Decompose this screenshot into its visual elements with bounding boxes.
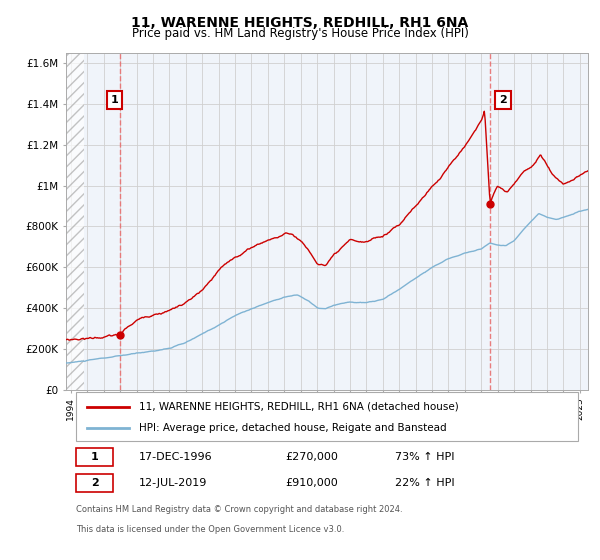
Text: Contains HM Land Registry data © Crown copyright and database right 2024.: Contains HM Land Registry data © Crown c…: [76, 505, 403, 514]
FancyBboxPatch shape: [76, 474, 113, 492]
Text: 1: 1: [91, 452, 98, 462]
Text: 17-DEC-1996: 17-DEC-1996: [139, 452, 213, 462]
Text: 12-JUL-2019: 12-JUL-2019: [139, 478, 208, 488]
Bar: [66, 53, 84, 390]
FancyBboxPatch shape: [76, 392, 578, 441]
Text: 73% ↑ HPI: 73% ↑ HPI: [395, 452, 454, 462]
Text: 1: 1: [111, 95, 118, 105]
Text: Price paid vs. HM Land Registry's House Price Index (HPI): Price paid vs. HM Land Registry's House …: [131, 27, 469, 40]
Text: 2: 2: [91, 478, 98, 488]
Text: 22% ↑ HPI: 22% ↑ HPI: [395, 478, 454, 488]
Text: 2: 2: [499, 95, 507, 105]
Text: £910,000: £910,000: [285, 478, 338, 488]
Text: HPI: Average price, detached house, Reigate and Banstead: HPI: Average price, detached house, Reig…: [139, 423, 447, 433]
FancyBboxPatch shape: [76, 447, 113, 466]
Text: £270,000: £270,000: [285, 452, 338, 462]
Text: This data is licensed under the Open Government Licence v3.0.: This data is licensed under the Open Gov…: [76, 525, 345, 534]
Text: 11, WARENNE HEIGHTS, REDHILL, RH1 6NA: 11, WARENNE HEIGHTS, REDHILL, RH1 6NA: [131, 16, 469, 30]
Text: 11, WARENNE HEIGHTS, REDHILL, RH1 6NA (detached house): 11, WARENNE HEIGHTS, REDHILL, RH1 6NA (d…: [139, 402, 459, 412]
